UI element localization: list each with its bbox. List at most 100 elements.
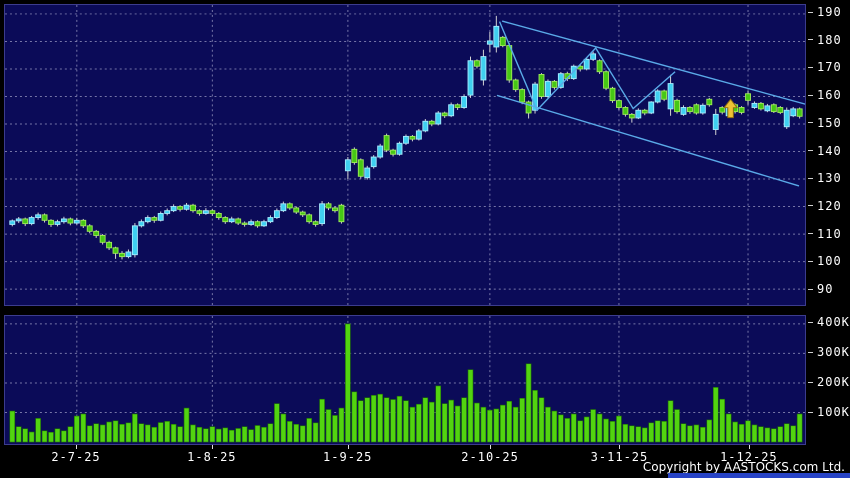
candle-down (616, 100, 622, 108)
volume-bar (764, 427, 771, 443)
candle-up (73, 219, 80, 224)
axis-tick-mark (808, 381, 813, 383)
candle-up (448, 104, 455, 117)
volume-bar (157, 422, 164, 443)
volume-bar (248, 429, 254, 443)
candle-up (570, 65, 577, 80)
candle-down (215, 212, 222, 219)
candle-down (390, 149, 397, 155)
candle-up (202, 210, 209, 214)
volume-bar (377, 393, 383, 443)
candle-down (719, 107, 726, 113)
volume-bar (287, 421, 293, 443)
axis-tick-text: 170 (817, 60, 842, 75)
volume-bar (112, 420, 119, 443)
volume-bar (9, 410, 16, 443)
volume-bar (203, 428, 209, 443)
candle-up (680, 107, 687, 115)
volume-bar (80, 413, 87, 443)
candle-down (222, 217, 229, 223)
axis-tick-text: 140 (817, 143, 842, 158)
axis-tick-mark (808, 177, 813, 179)
zigzag-line (498, 21, 676, 112)
candle-down (312, 221, 319, 225)
candle-up (764, 105, 771, 112)
axis-tick-mark (808, 321, 813, 323)
price-chart-panel[interactable] (4, 4, 806, 306)
candle-up (461, 96, 467, 108)
candle-down (441, 112, 448, 117)
volume-bar (170, 424, 177, 443)
volume-bar (357, 400, 364, 443)
volume-bar (261, 426, 267, 443)
volume-bar (332, 415, 338, 443)
axis-tick-label: 120 (808, 199, 842, 213)
candle-down (628, 113, 635, 119)
volume-bar (125, 422, 132, 443)
volume-bar (345, 323, 351, 443)
candle-down (409, 135, 416, 140)
candle-up (654, 90, 661, 103)
candle-down (93, 230, 100, 236)
date-tick-label: 3-11-25 (590, 450, 649, 464)
date-tick-mark (619, 445, 621, 449)
volume-bar (577, 420, 584, 443)
volume-bar (145, 424, 151, 443)
volume-bar (306, 418, 312, 443)
candle-down (338, 204, 345, 223)
volume-bar (28, 431, 35, 443)
volume-bar (725, 413, 732, 443)
axis-tick-label: 100 (808, 254, 842, 268)
candle-down (86, 225, 93, 232)
volume-bar (493, 408, 500, 443)
candle-up (28, 217, 35, 225)
date-tick-label: 2-7-25 (51, 450, 101, 464)
date-tick-mark (490, 445, 492, 449)
volume-bar (519, 398, 525, 443)
volume-bar (641, 427, 648, 443)
volume-bar (299, 425, 306, 443)
candle-up (648, 101, 655, 114)
axis-tick-label: 130 (808, 171, 842, 185)
candle-up (183, 204, 190, 210)
candle-down (22, 218, 29, 225)
volume-bar (151, 426, 158, 443)
volume-bar (190, 424, 196, 443)
candle-up (164, 210, 171, 214)
candle-down (67, 218, 74, 224)
candle-down (745, 93, 751, 101)
volume-bar (448, 399, 454, 443)
candle-up (35, 214, 42, 219)
candle-down (325, 203, 332, 209)
axis-tick-mark (808, 260, 813, 262)
axis-tick-label: 150 (808, 116, 842, 130)
volume-bar (661, 421, 667, 443)
volume-bar (319, 398, 325, 443)
candle-down (106, 241, 113, 249)
axis-tick-mark (808, 94, 813, 96)
volume-bar (422, 397, 429, 443)
date-tick-label: 1-12-25 (720, 450, 778, 464)
candle-up (699, 104, 706, 114)
volume-bar (383, 397, 390, 443)
volume-bar (390, 399, 396, 443)
volume-bar (796, 413, 803, 443)
lower-trendline (496, 94, 800, 187)
candle-up (273, 210, 280, 219)
volume-bar (712, 387, 719, 443)
axis-tick-mark (808, 66, 813, 68)
volume-bar (674, 409, 680, 443)
volume-bar (545, 406, 551, 443)
volume-bar (680, 423, 687, 443)
volume-bar (558, 414, 564, 443)
axis-tick-label: 200K (808, 375, 850, 389)
volume-bar (719, 398, 725, 443)
date-tick-label: 2-10-25 (461, 450, 519, 464)
volume-chart-panel[interactable] (4, 315, 806, 445)
volume-bar (54, 428, 61, 443)
candle-down (235, 218, 242, 224)
copyright-text: Copyright by AASTOCKS.com Ltd. (642, 460, 845, 474)
volume-bar (525, 363, 532, 443)
volume-bar (416, 403, 422, 443)
